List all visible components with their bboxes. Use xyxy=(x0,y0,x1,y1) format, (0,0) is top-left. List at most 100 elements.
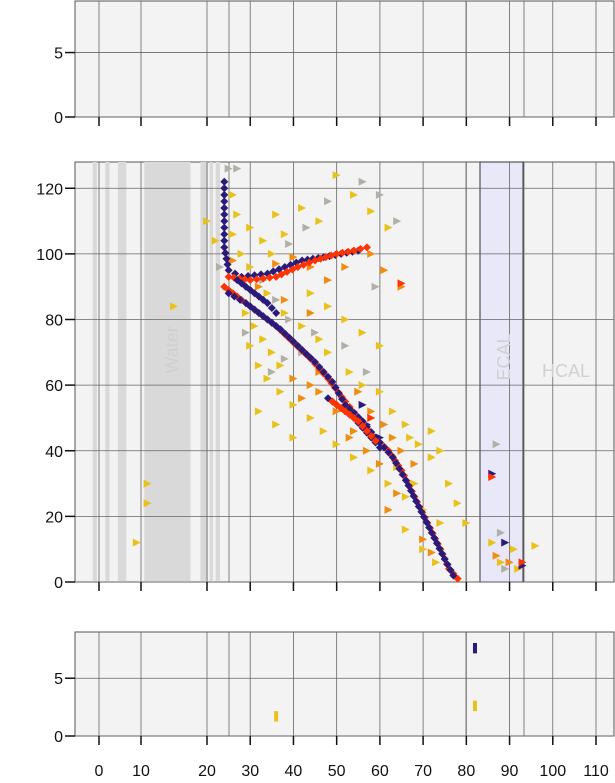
hit-marker xyxy=(358,328,367,337)
hit-marker xyxy=(401,492,410,501)
hit-marker xyxy=(315,217,324,226)
hit-marker xyxy=(514,564,523,573)
hit-marker xyxy=(349,190,358,199)
track-hit xyxy=(384,448,393,457)
hit-marker xyxy=(371,282,380,291)
hit-marker xyxy=(345,368,354,376)
track-hit xyxy=(446,565,455,574)
hit-marker xyxy=(367,466,376,475)
hit-marker xyxy=(397,279,406,288)
hit-marker xyxy=(496,558,505,567)
track-hit xyxy=(388,453,397,462)
track-hit xyxy=(259,274,268,283)
hit-marker xyxy=(367,407,376,416)
hit-marker xyxy=(250,322,259,331)
track-hit xyxy=(349,246,358,255)
hit-marker xyxy=(362,368,371,376)
track-hit xyxy=(302,349,311,358)
detector-layer xyxy=(105,162,110,582)
hit-marker xyxy=(492,551,501,560)
hit-marker xyxy=(263,374,272,383)
y-tick-label: 5 xyxy=(54,671,63,688)
hit-marker xyxy=(354,387,363,396)
track-hit xyxy=(285,333,294,342)
hit-marker xyxy=(397,446,406,455)
hit-marker xyxy=(254,407,263,416)
hit-marker xyxy=(501,538,510,547)
track-hit xyxy=(443,560,452,569)
hit-marker xyxy=(419,545,428,554)
hit-marker xyxy=(306,308,315,317)
hit-marker xyxy=(436,446,445,455)
track-hit xyxy=(306,354,315,363)
hit-marker xyxy=(496,528,505,537)
track-hit xyxy=(220,190,229,199)
track-hit xyxy=(224,289,233,298)
water-label: Water xyxy=(162,326,182,373)
track-hit xyxy=(220,177,229,186)
hit-marker xyxy=(228,256,237,265)
detector-layer xyxy=(200,162,208,582)
hit-marker xyxy=(375,190,384,199)
bottom-panel: 05 xyxy=(54,631,615,746)
hit-marker xyxy=(233,210,242,219)
hit-marker xyxy=(215,263,224,271)
y-tick-label: 5 xyxy=(54,46,63,63)
hit-marker xyxy=(349,427,358,436)
hit-marker xyxy=(315,335,324,344)
hit-marker xyxy=(203,217,211,226)
track-hit xyxy=(224,266,233,275)
hit-marker xyxy=(298,322,307,331)
track-hit xyxy=(298,345,307,354)
hit-marker xyxy=(492,440,501,449)
hit-marker xyxy=(375,387,384,396)
hit-marker xyxy=(401,525,410,534)
track-hit xyxy=(334,389,343,398)
hit-marker xyxy=(375,459,384,468)
detector-layer xyxy=(215,162,220,582)
track-hit xyxy=(263,299,272,308)
hit-marker xyxy=(280,308,289,317)
track-hit xyxy=(398,470,407,479)
hit-marker xyxy=(224,164,233,173)
x-tick-label: 60 xyxy=(371,763,389,780)
hit-marker xyxy=(324,302,333,311)
track-hit xyxy=(220,197,229,206)
track-hit xyxy=(236,295,245,304)
hit-marker xyxy=(388,407,397,416)
ecal-region xyxy=(479,161,524,583)
hit-marker xyxy=(531,541,540,550)
hit-marker xyxy=(358,400,367,409)
track-hit xyxy=(272,308,281,317)
hit-marker xyxy=(367,413,376,422)
hit-marker xyxy=(488,473,497,481)
track-hit xyxy=(220,210,229,219)
track-hit xyxy=(354,417,363,426)
hit-marker xyxy=(263,289,272,298)
detector-layer xyxy=(144,162,191,582)
track-hit xyxy=(265,273,274,282)
track-hit xyxy=(220,236,229,245)
hit-marker xyxy=(380,266,389,275)
hit-marker xyxy=(358,177,367,186)
track-hit xyxy=(371,436,380,445)
track-hit xyxy=(395,464,404,473)
hit-marker xyxy=(254,361,263,370)
hit-marker xyxy=(380,420,389,429)
ecal-label: ECAL xyxy=(494,333,514,380)
hit-marker xyxy=(453,499,462,508)
hit-marker xyxy=(332,440,341,449)
hit-marker xyxy=(259,335,268,344)
y-tick-label: 100 xyxy=(36,247,63,264)
track-hit xyxy=(375,443,384,452)
track-hit xyxy=(362,243,371,252)
hit-marker xyxy=(488,538,497,547)
hit-marker xyxy=(427,548,436,557)
x-tick-label: 20 xyxy=(198,763,216,780)
track-hit xyxy=(224,272,233,281)
energy-mark xyxy=(274,711,279,722)
hit-marker xyxy=(384,505,393,514)
hit-marker xyxy=(501,564,510,573)
hit-marker xyxy=(254,282,263,291)
